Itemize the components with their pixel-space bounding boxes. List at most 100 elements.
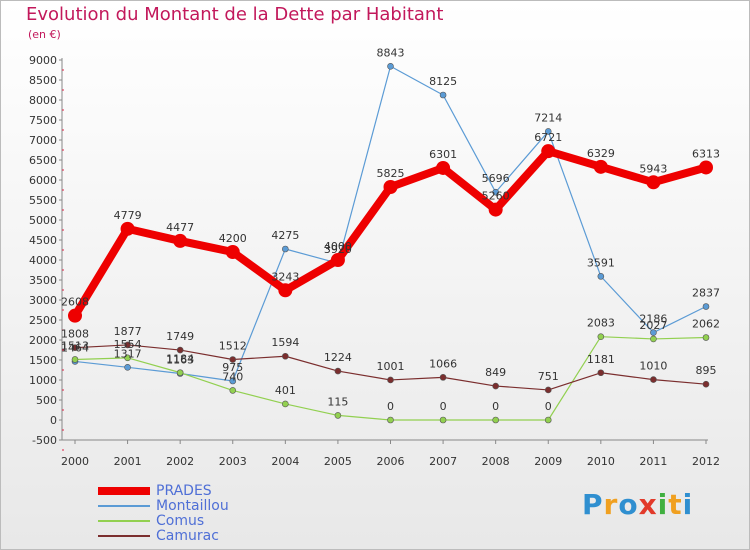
data-label-camurac: 1512 — [219, 340, 247, 353]
data-label-comus: 1513 — [61, 339, 89, 352]
data-point-prades — [436, 160, 451, 175]
x-tick-label: 2006 — [377, 455, 405, 468]
data-point-comus — [387, 416, 394, 424]
data-point-camurac — [176, 346, 184, 354]
legend-item-prades: PRADES — [98, 484, 318, 498]
y-tick-label: 5500 — [29, 194, 57, 207]
y-tick-label: 0 — [50, 414, 57, 427]
chart-unit: (en €) — [28, 28, 61, 41]
y-tick-label: 4500 — [29, 234, 57, 247]
data-point-camurac — [387, 376, 394, 384]
data-label-prades: 5260 — [482, 190, 510, 203]
y-tick-label: 2000 — [29, 334, 57, 347]
legend-swatch-comus — [98, 520, 150, 522]
data-label-comus: 401 — [275, 384, 296, 397]
data-label-camurac: 751 — [538, 370, 559, 383]
data-point-comus — [229, 387, 237, 394]
data-point-camurac — [439, 374, 447, 381]
logo-letter: x — [638, 488, 658, 521]
y-tick-label: 6000 — [29, 174, 57, 187]
y-tick-label: 8000 — [29, 94, 57, 107]
data-point-comus — [334, 412, 342, 419]
legend-label-comus: Comus — [156, 513, 205, 529]
data-label-montaillou: 3591 — [587, 256, 615, 269]
data-point-camurac — [229, 356, 237, 363]
data-point-montaillou — [229, 377, 237, 385]
y-tick-label: 7500 — [29, 114, 57, 127]
data-point-montaillou — [439, 91, 447, 99]
data-label-prades: 4477 — [166, 221, 194, 234]
y-tick-label: 2500 — [29, 314, 57, 327]
logo-letter: P — [582, 488, 604, 521]
data-label-montaillou: 2186 — [639, 313, 667, 326]
legend-label-montaillou: Montaillou — [156, 498, 229, 514]
data-point-prades — [699, 160, 713, 175]
data-label-camurac: 1749 — [166, 330, 194, 343]
legend-item-comus: Comus — [98, 514, 318, 528]
data-label-prades: 6329 — [587, 147, 615, 160]
data-point-montaillou — [282, 245, 289, 253]
data-label-prades: 4779 — [114, 209, 142, 222]
data-point-camurac — [702, 380, 710, 388]
data-label-comus: 740 — [222, 370, 243, 383]
data-point-comus — [176, 369, 184, 376]
data-label-comus: 2027 — [639, 319, 667, 332]
data-label-camurac: 1224 — [324, 351, 352, 364]
data-label-comus: 0 — [440, 400, 447, 413]
data-point-montaillou — [597, 273, 605, 280]
data-label-camurac: 1066 — [429, 357, 457, 370]
data-point-prades — [383, 180, 398, 194]
data-point-montaillou — [124, 364, 131, 371]
x-tick-label: 2009 — [534, 455, 562, 468]
data-point-comus — [71, 356, 79, 363]
data-point-prades — [646, 175, 661, 190]
data-point-prades — [330, 253, 345, 267]
data-point-comus — [544, 416, 552, 424]
data-label-montaillou: 3920 — [324, 243, 352, 256]
data-point-comus — [702, 334, 710, 341]
data-label-comus: 0 — [492, 400, 499, 413]
data-point-montaillou — [650, 329, 657, 336]
legend-label-prades: PRADES — [156, 483, 212, 499]
x-tick-label: 2010 — [587, 455, 615, 468]
data-label-camurac: 895 — [696, 364, 717, 377]
legend-item-camurac: Camurac — [98, 529, 318, 543]
data-label-prades: 5943 — [639, 162, 667, 175]
data-label-prades: 6313 — [692, 147, 720, 160]
data-label-prades: 6721 — [534, 131, 562, 144]
data-label-montaillou: 7214 — [534, 111, 562, 124]
y-tick-label: -500 — [32, 434, 57, 447]
data-label-montaillou: 4275 — [271, 229, 299, 242]
data-label-montaillou: 8125 — [429, 75, 457, 88]
data-point-prades — [68, 308, 82, 323]
data-point-camurac — [282, 352, 289, 360]
data-point-prades — [120, 221, 135, 236]
x-tick-label: 2008 — [482, 455, 510, 468]
legend-label-camurac: Camurac — [156, 528, 219, 544]
data-label-prades: 6301 — [429, 148, 457, 161]
y-tick-label: 9000 — [29, 54, 57, 67]
y-tick-label: 3000 — [29, 294, 57, 307]
data-label-camurac: 1181 — [587, 353, 615, 366]
data-label-montaillou: 1317 — [114, 347, 142, 360]
logo-letter: i — [657, 488, 669, 521]
x-tick-label: 2002 — [166, 455, 194, 468]
legend-item-montaillou: Montaillou — [98, 499, 318, 513]
data-label-comus: 115 — [327, 395, 348, 408]
data-point-camurac — [650, 376, 657, 383]
data-label-camurac: 849 — [485, 366, 506, 379]
logo-letter: o — [618, 488, 639, 521]
y-tick-label: 6500 — [29, 154, 57, 167]
data-point-camurac — [71, 344, 79, 351]
data-point-comus — [650, 335, 657, 343]
data-point-comus — [124, 354, 131, 362]
data-label-prades: 2608 — [61, 296, 89, 309]
data-label-montaillou: 8843 — [377, 46, 405, 59]
y-tick-label: 3500 — [29, 274, 57, 287]
y-tick-label: 500 — [36, 394, 57, 407]
logo-letter: t — [668, 488, 683, 521]
data-point-camurac — [597, 369, 605, 377]
data-point-camurac — [492, 382, 499, 390]
